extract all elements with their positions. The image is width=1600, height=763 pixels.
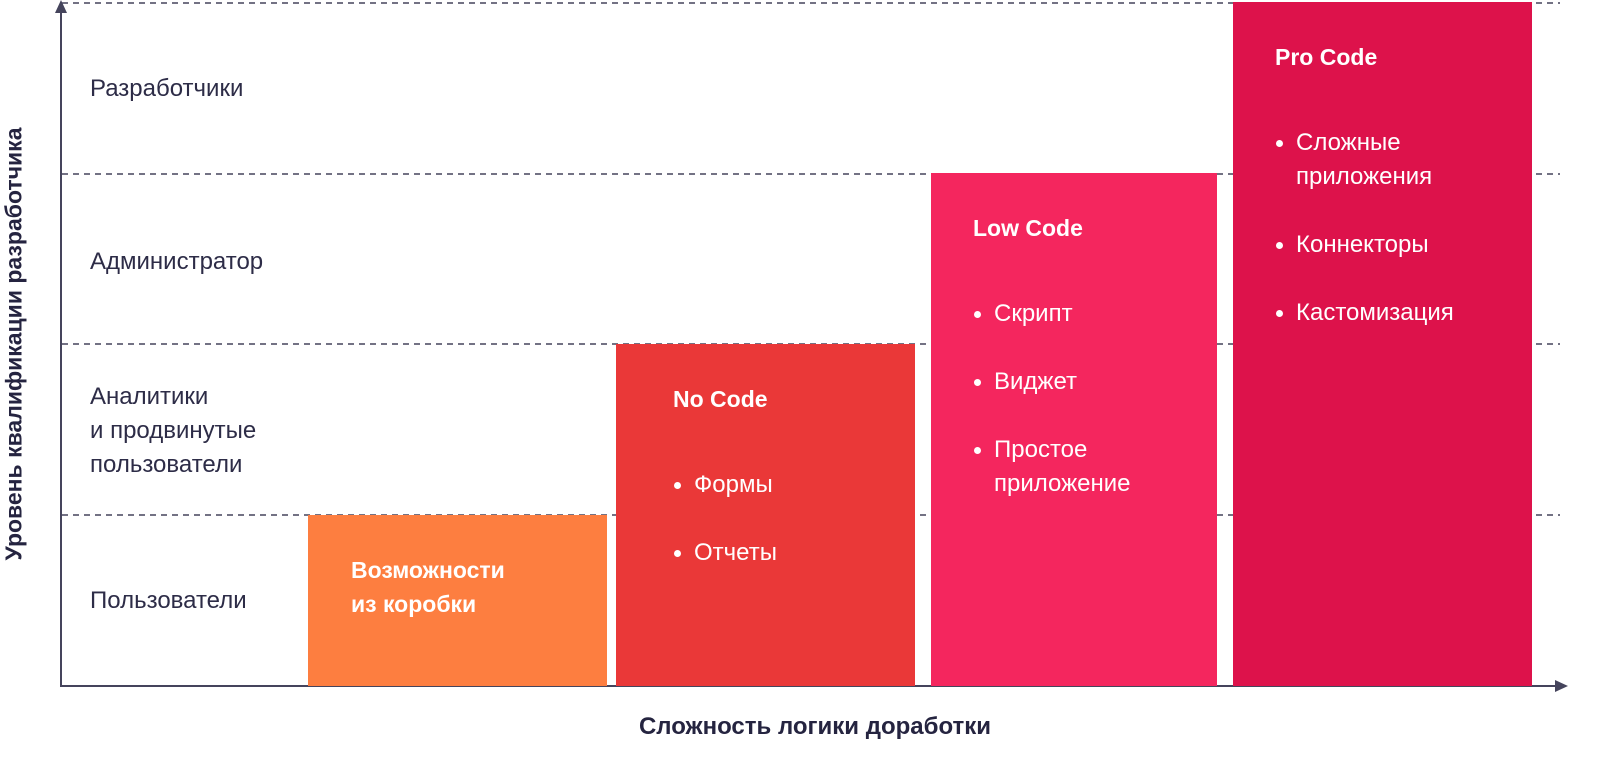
list-item-widget: Виджет <box>972 365 1131 399</box>
block-out-of-box-title: Возможности из коробки <box>351 557 505 617</box>
list-item-reports: Отчеты <box>672 536 777 570</box>
row-label-developers: Разработчики <box>90 75 244 102</box>
row-label-analysts: Аналитики и продвинутые пользователи <box>90 383 257 478</box>
y-axis-arrow-icon <box>55 0 67 13</box>
block-no-code: No Code Формы Отчеты <box>616 344 915 686</box>
list-item-simple-app: Простое приложение <box>972 433 1131 501</box>
y-axis-label-text: Уровень квалификации разработчика <box>0 127 27 561</box>
block-pro-code-title: Pro Code <box>1275 44 1378 70</box>
block-out-of-box: Возможности из коробки <box>308 515 607 686</box>
list-item-forms: Формы <box>672 468 777 502</box>
row-label-administrator: Администратор <box>90 248 264 275</box>
list-item-complex-apps: Сложные приложения <box>1274 126 1454 194</box>
block-low-code-title: Low Code <box>973 215 1083 241</box>
block-no-code-list: Формы Отчеты <box>672 468 777 604</box>
block-low-code: Low Code Скрипт Виджет Простое приложени… <box>931 173 1217 686</box>
x-axis-label: Сложность логики доработки <box>638 713 992 740</box>
x-axis-arrow-icon <box>1555 680 1568 692</box>
row-label-users: Пользователи <box>90 587 247 614</box>
list-item-customization: Кастомизация <box>1274 296 1454 330</box>
list-item-connectors: Коннекторы <box>1274 228 1454 262</box>
block-pro-code-list: Сложные приложения Коннекторы Кастомизац… <box>1274 126 1454 364</box>
list-item-script: Скрипт <box>972 297 1131 331</box>
block-low-code-list: Скрипт Виджет Простое приложение <box>972 297 1131 535</box>
block-no-code-title: No Code <box>673 386 768 412</box>
block-pro-code: Pro Code Сложные приложения Коннекторы К… <box>1233 2 1532 686</box>
